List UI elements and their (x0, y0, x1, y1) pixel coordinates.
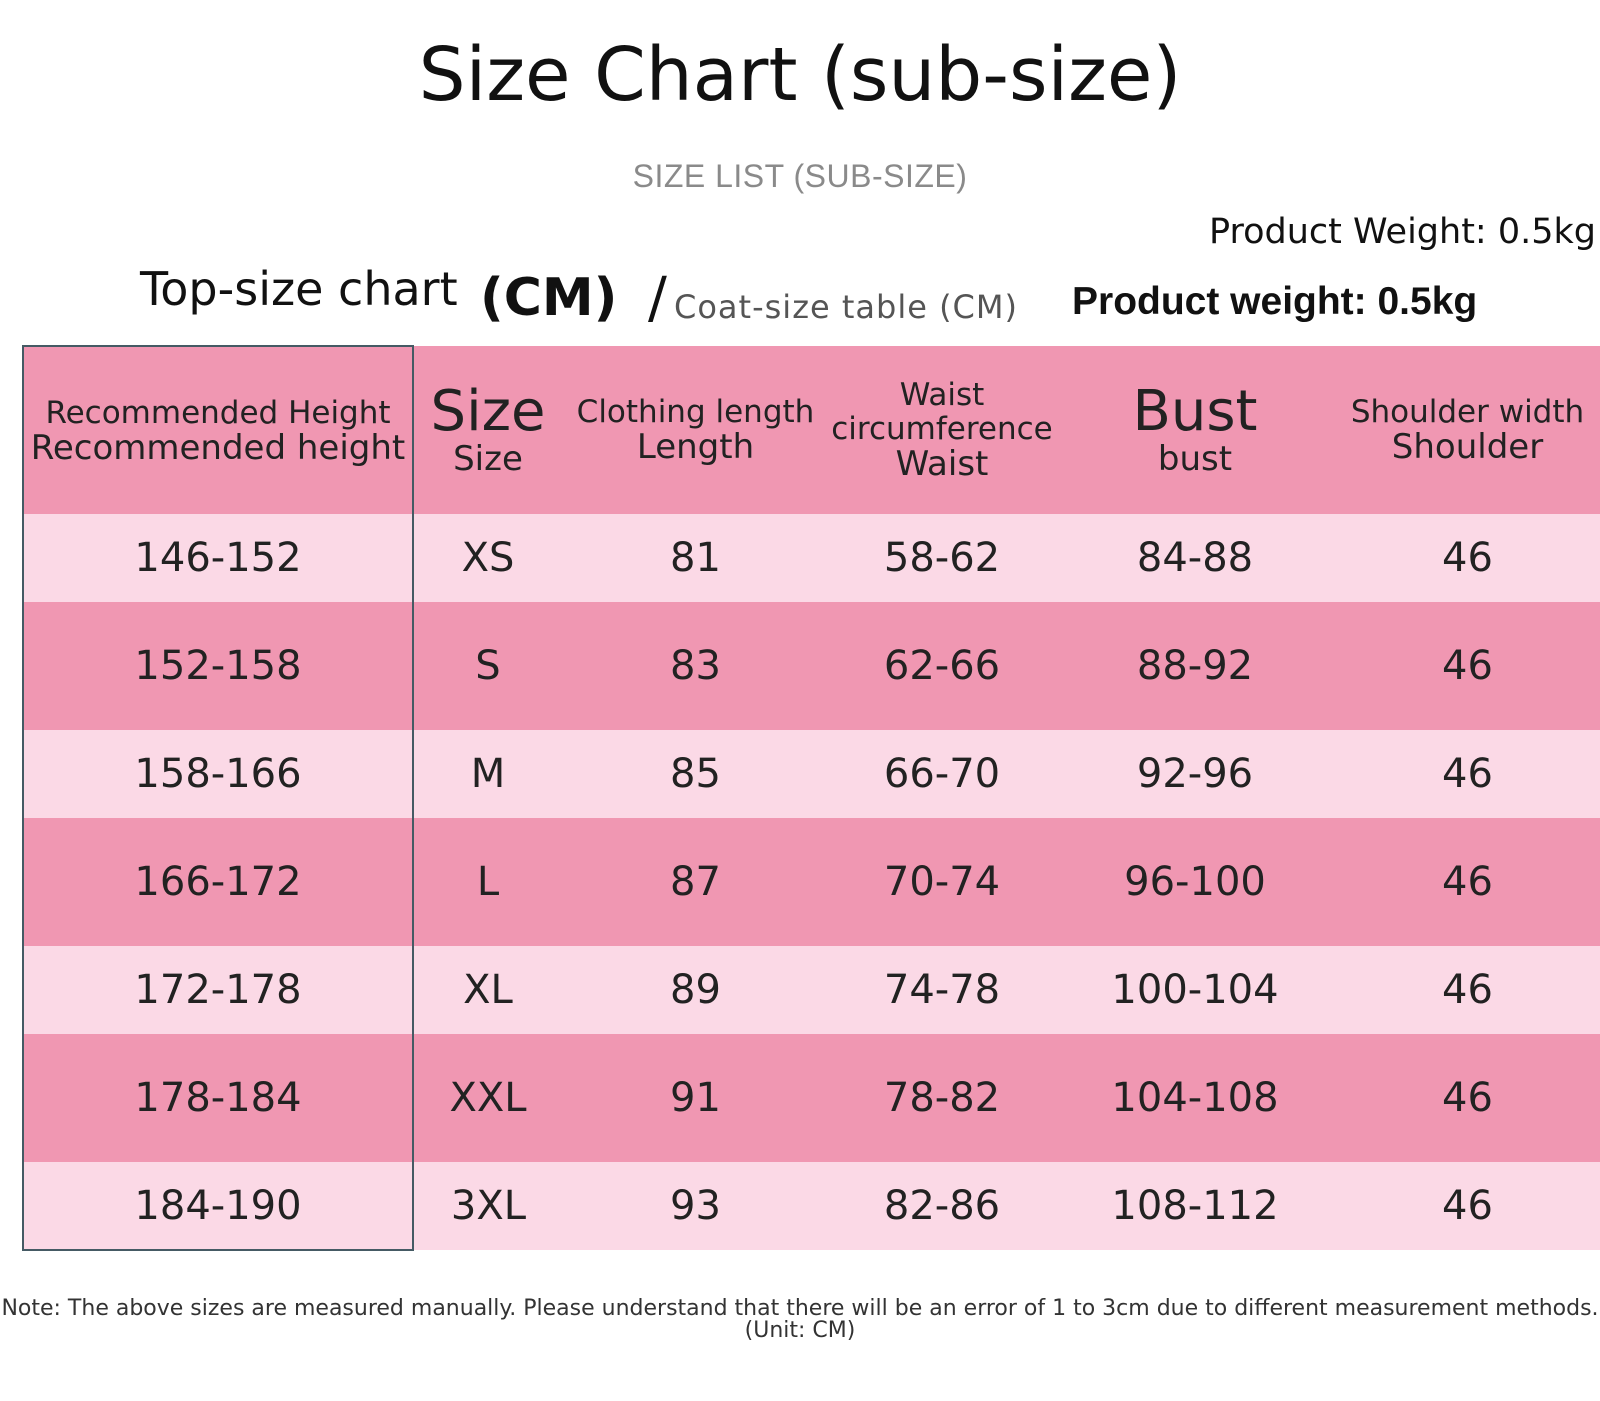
coat-size-table-label: Coat-size table (CM) (674, 288, 1018, 326)
header-waist: Waist circumference Waist (831, 377, 1053, 484)
table-cell-height: 184-190 (22, 1162, 414, 1251)
header-size: Size Size (430, 379, 546, 479)
table-cell-length: 85 (670, 751, 721, 797)
table-cell-length: 87 (670, 859, 721, 905)
table-cell-waist: 74-78 (883, 967, 1001, 1013)
table-cell-height: 178-184 (22, 1034, 414, 1162)
table-cell-shoulder: 46 (1442, 751, 1493, 797)
table-cell-bust: 108-112 (1111, 1183, 1279, 1229)
table-cell-bust: 88-92 (1136, 643, 1254, 689)
header-bust: Bust bust (1132, 379, 1258, 479)
separator-slash: / (648, 266, 667, 331)
table-cell-waist: 70-74 (883, 859, 1001, 905)
table-cell-shoulder: 46 (1442, 643, 1493, 689)
top-size-chart-label: Top-size chart (140, 262, 458, 316)
table-row: 146-152 XS 81 58-62 84-88 46 (22, 514, 1600, 602)
table-header-row: Recommended Height Recommended height Si… (22, 345, 1600, 514)
table-cell-shoulder: 46 (1442, 859, 1493, 905)
table-row: 178-184 XXL 91 78-82 104-108 46 (22, 1034, 1600, 1162)
table-cell-height: 146-152 (22, 514, 414, 602)
unit-label: (CM) (480, 268, 618, 328)
table-row: 172-178 XL 89 74-78 100-104 46 (22, 946, 1600, 1034)
table-row: 152-158 S 83 62-66 88-92 46 (22, 602, 1600, 730)
table-cell-length: 89 (670, 967, 721, 1013)
table-cell-shoulder: 46 (1442, 1075, 1493, 1121)
table-cell-size: L (476, 859, 500, 905)
table-cell-waist: 58-62 (883, 535, 1001, 581)
table-cell-size: XXL (449, 1075, 527, 1121)
table-cell-size: XL (463, 967, 513, 1013)
table-cell-bust: 84-88 (1136, 535, 1254, 581)
table-row: 166-172 L 87 70-74 96-100 46 (22, 818, 1600, 946)
table-cell-height: 166-172 (22, 818, 414, 946)
table-cell-height: 152-158 (22, 602, 414, 730)
table-cell-length: 93 (670, 1183, 721, 1229)
table-row: 184-190 3XL 93 82-86 108-112 46 (22, 1162, 1600, 1251)
header-shoulder: Shoulder width Shoulder (1350, 394, 1585, 467)
table-cell-size: M (470, 751, 506, 797)
table-cell-shoulder: 46 (1442, 967, 1493, 1013)
table-cell-waist: 78-82 (883, 1075, 1001, 1121)
table-cell-waist: 62-66 (883, 643, 1001, 689)
measurement-note: Note: The above sizes are measured manua… (1, 1296, 1599, 1343)
table-cell-size: XS (461, 535, 515, 581)
table-body: 146-152 XS 81 58-62 84-88 46 152-158 S 83 62-66 88… (22, 514, 1600, 1251)
table-cell-length: 81 (670, 535, 721, 581)
table-cell-bust: 92-96 (1136, 751, 1254, 797)
table-cell-shoulder: 46 (1442, 1183, 1493, 1229)
table-cell-height: 172-178 (22, 946, 414, 1034)
table-cell-bust: 100-104 (1111, 967, 1279, 1013)
table-cell-shoulder: 46 (1442, 535, 1493, 581)
page-title: Size Chart (sub-size) (418, 32, 1182, 118)
page-subtitle: SIZE LIST (SUB-SIZE) (632, 158, 968, 194)
table-cell-length: 91 (670, 1075, 721, 1121)
size-table: Recommended Height Recommended height Si… (22, 345, 1600, 1251)
table-cell-bust: 104-108 (1111, 1075, 1279, 1121)
table-cell-size: 3XL (450, 1183, 527, 1229)
header-length: Clothing length Length (576, 394, 815, 467)
table-cell-waist: 82-86 (883, 1183, 1001, 1229)
table-cell-bust: 96-100 (1124, 859, 1266, 905)
product-weight-label-bold: Product weight: 0.5kg (1072, 280, 1478, 323)
table-cell-length: 83 (670, 643, 721, 689)
table-cell-waist: 66-70 (883, 751, 1001, 797)
table-row: 158-166 M 85 66-70 92-96 46 (22, 730, 1600, 818)
header-height: Recommended Height Recommended height (22, 345, 414, 514)
product-weight-label: Product Weight: 0.5kg (1208, 212, 1596, 252)
table-cell-size: S (475, 643, 501, 689)
table-cell-height: 158-166 (22, 730, 414, 818)
